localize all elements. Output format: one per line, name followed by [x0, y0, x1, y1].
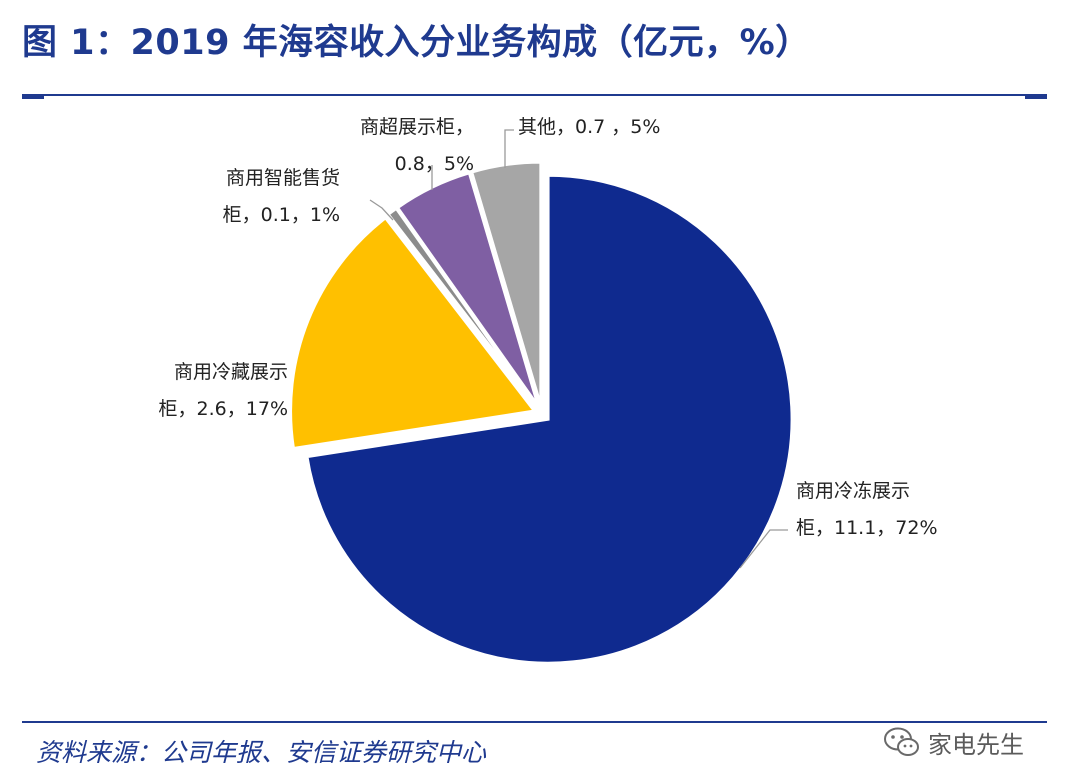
slice-label-vending: 商用智能售货柜，0.1，1% — [223, 167, 340, 226]
top-rule-tick-right — [1025, 96, 1047, 99]
bottom-rule — [22, 721, 1047, 723]
label-leader-lines — [369, 129, 788, 569]
top-rule-tick-left — [22, 96, 44, 99]
slice-label-supermarket: 商超展示柜， 0.8，5% — [360, 116, 474, 175]
wechat-icon — [884, 727, 919, 756]
leader-line-freezer — [739, 529, 788, 569]
watermark-text: 家电先生 — [928, 730, 1024, 759]
pie-slice-other — [469, 160, 543, 407]
leader-line-vending — [369, 199, 394, 221]
slice-labels: 商用冷冻展示柜，11.1，72% 商用冷藏展示柜，2.6，17% 商用智能售货柜，0… — [159, 116, 938, 539]
pie-slice-refrigerated — [289, 215, 538, 451]
slice-label-freezer: 商用冷冻展示柜，11.1，72% — [796, 480, 938, 539]
leader-line-other — [504, 129, 514, 168]
slice-label-refrigerated: 商用冷藏展示柜，2.6，17% — [159, 361, 288, 420]
pie-slices — [289, 160, 794, 665]
slice-label-other: 其他，0.7 ，5% — [518, 116, 660, 138]
watermark: 家电先生 — [882, 722, 1024, 762]
source-note: 资料来源：公司年报、安信证券研究中心 — [36, 738, 487, 767]
top-rule — [22, 94, 1047, 96]
pie-slice-freezer — [305, 173, 794, 665]
chart-title: 图 1：2019 年海容收入分业务构成（亿元，%） — [22, 23, 811, 63]
